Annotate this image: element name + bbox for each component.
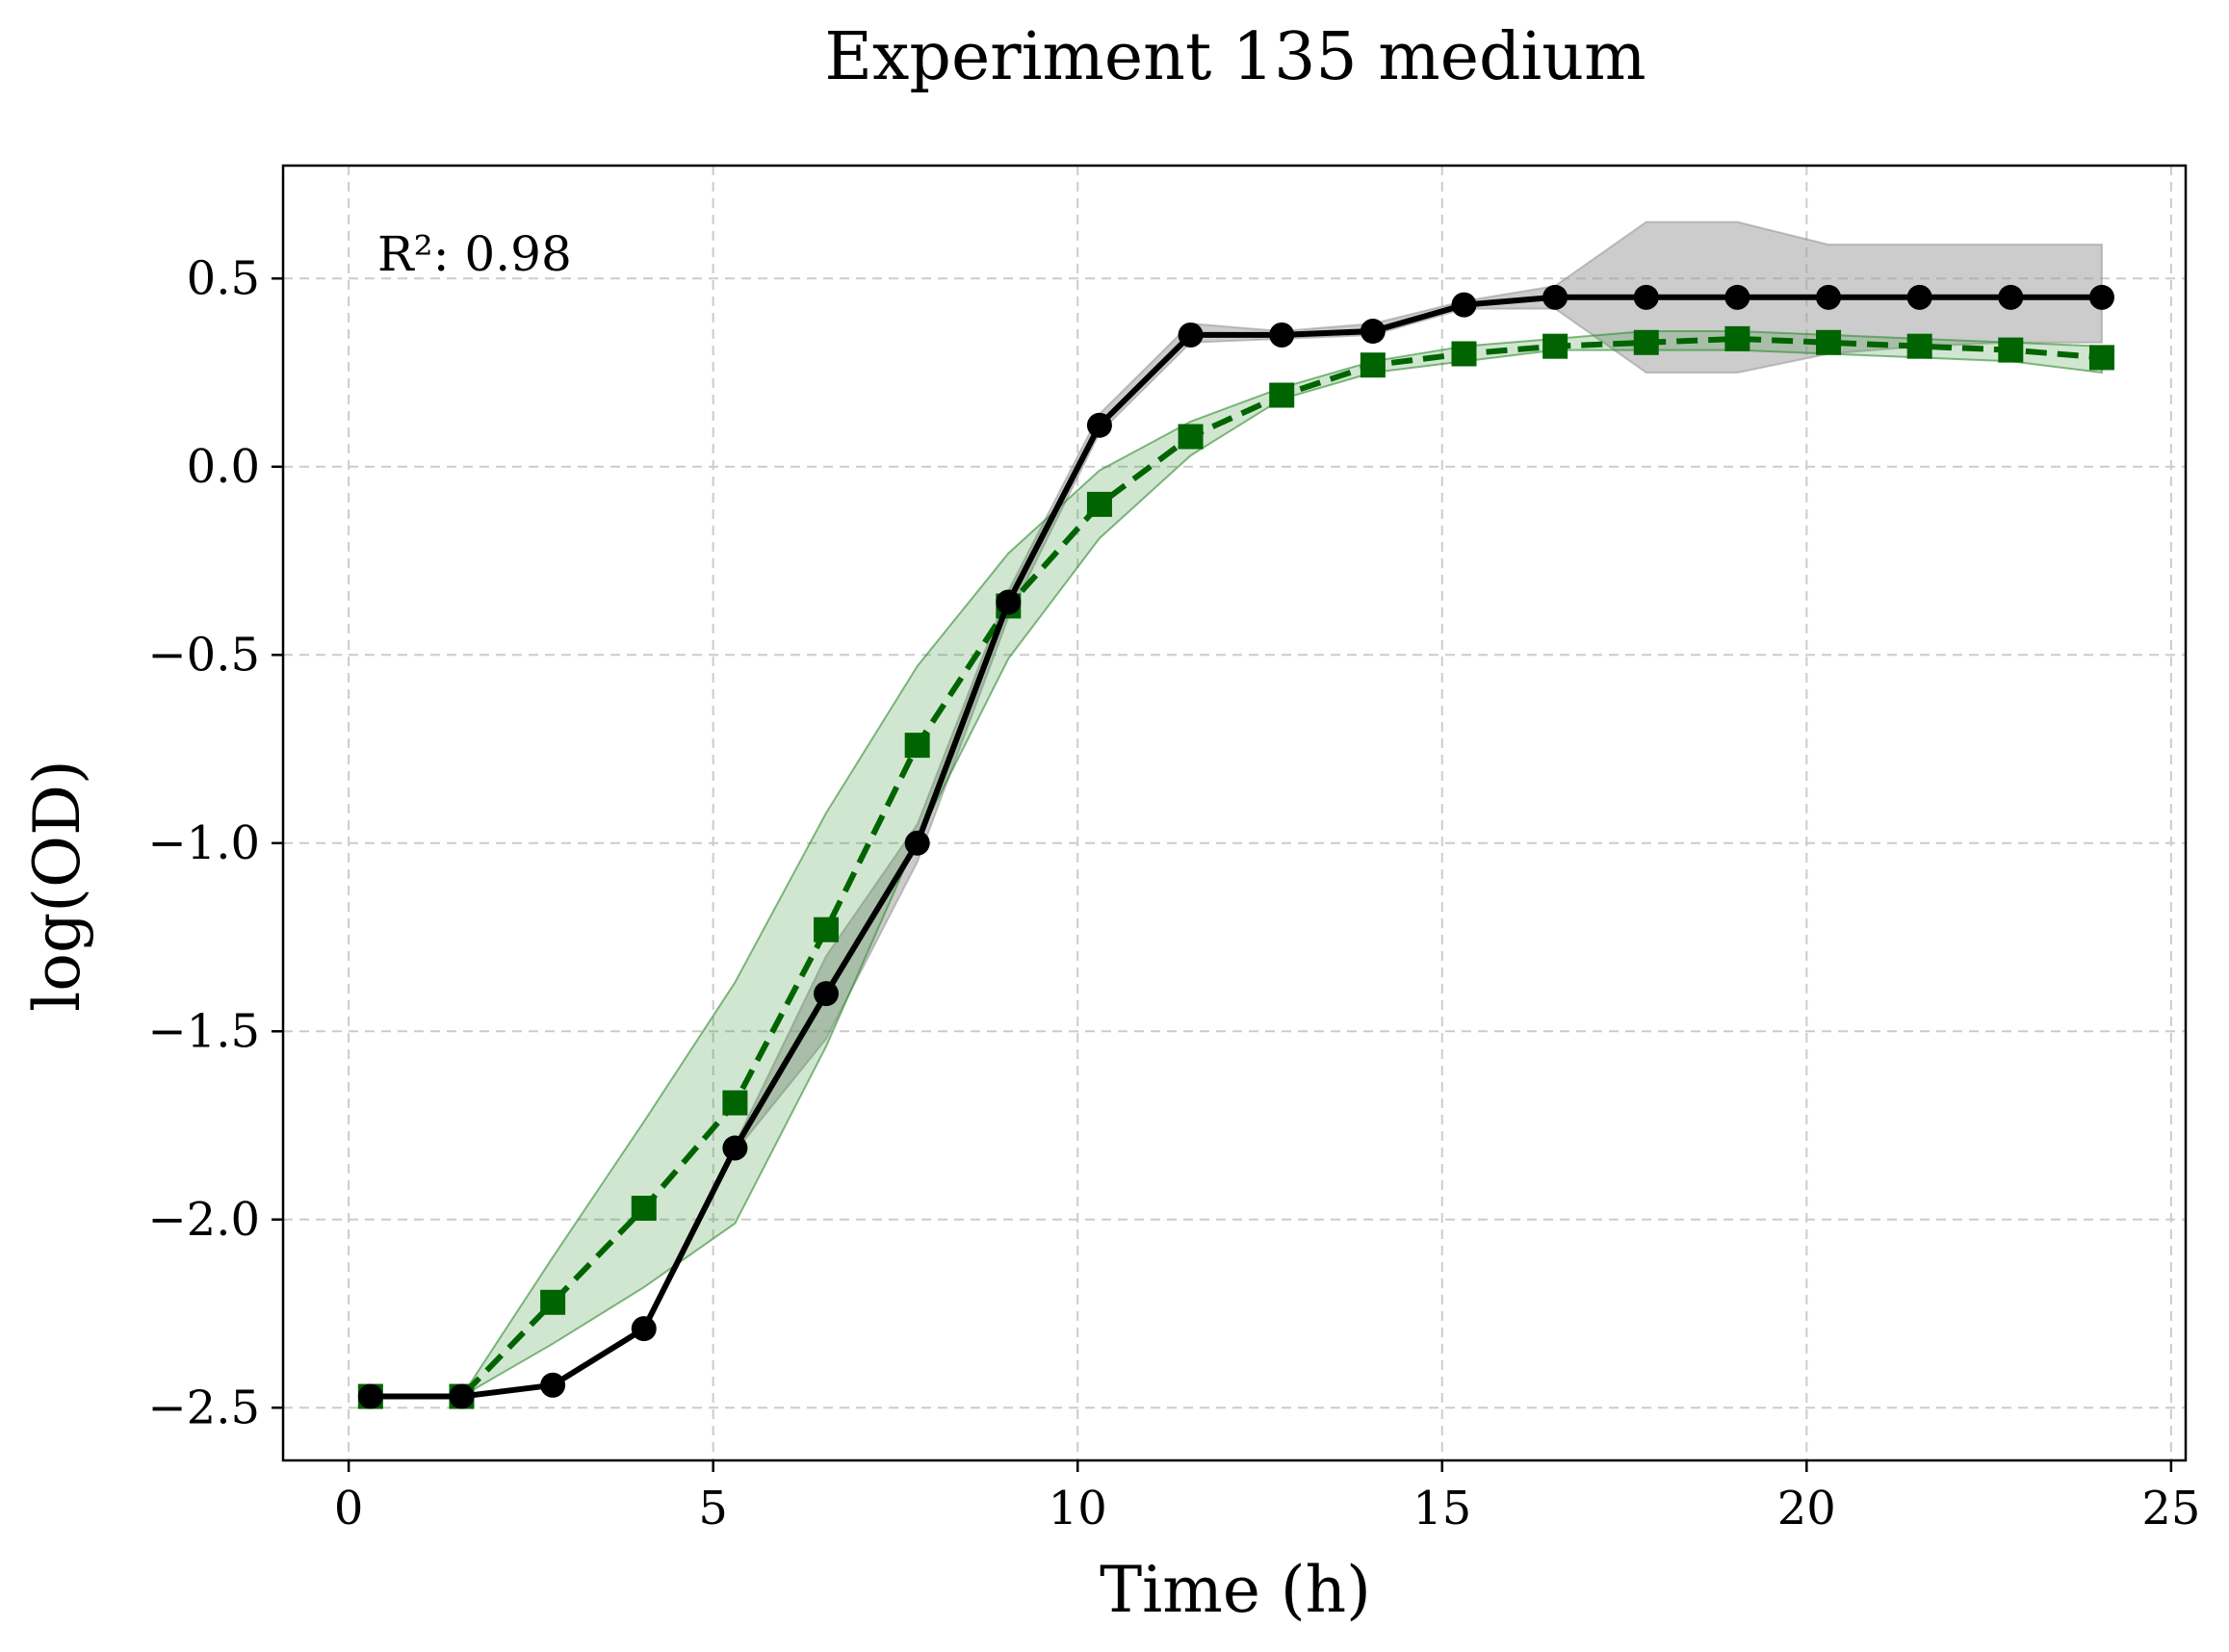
series-1-point-12: [1451, 341, 1477, 367]
series-0-point-7: [996, 589, 1022, 615]
x-tick-label-5: 25: [2141, 1482, 2200, 1536]
series-1-point-15: [1724, 325, 1750, 351]
x-tick-label-4: 20: [1777, 1482, 1836, 1536]
series-1-point-13: [1542, 333, 1568, 359]
series-1-band: [370, 330, 2103, 1398]
series-1-point-3: [631, 1196, 657, 1222]
series-1-point-18: [1998, 337, 2024, 363]
y-tick-label-0: 0.5: [187, 251, 260, 305]
series-1-point-5: [814, 916, 840, 942]
series-1-line: [370, 335, 2103, 1400]
plot-area: 0 5 10 15 20 25 0.5 0.0 −0.5 −1.0 −1.5 −2.0 −2.5: [147, 164, 2200, 1536]
series-1-point-14: [1633, 329, 1659, 355]
x-axis-label: Time (h): [1100, 1553, 1371, 1627]
series-1-point-6: [904, 733, 930, 759]
series-0-point-19: [2088, 284, 2114, 310]
series-0-point-6: [904, 830, 930, 856]
y-tick-label-1: 0.0: [187, 440, 260, 494]
series-0-point-4: [722, 1135, 748, 1161]
x-tick-label-0: 0: [334, 1482, 364, 1536]
series-1-point-8: [1086, 491, 1112, 517]
r-squared-annotation: R²: 0.98: [377, 226, 572, 282]
series-0-line: [370, 294, 2102, 1400]
y-tick-label-5: −2.0: [147, 1193, 260, 1247]
series-0-point-13: [1542, 284, 1568, 310]
series-0-point-11: [1360, 319, 1386, 345]
series-0-point-17: [1906, 284, 1932, 310]
plot-frame: [281, 164, 2188, 1462]
series-0-point-5: [814, 981, 840, 1007]
x-tick-label-1: 5: [698, 1482, 728, 1536]
series-0-point-1: [449, 1383, 475, 1409]
series-0-point-9: [1178, 322, 1204, 348]
series-1-point-2: [540, 1289, 566, 1315]
series-0-point-3: [631, 1316, 657, 1342]
series-1-point-19: [2088, 345, 2114, 371]
series-1-point-17: [1906, 333, 1932, 359]
y-tick-label-3: −1.0: [147, 816, 260, 870]
x-tick-label-3: 15: [1413, 1482, 1471, 1536]
series-0-point-14: [1633, 284, 1659, 310]
series-0-point-15: [1724, 284, 1750, 310]
series-0-point-2: [540, 1372, 566, 1398]
x-tick-label-2: 10: [1049, 1482, 1107, 1536]
y-tick-label-6: −2.5: [147, 1381, 260, 1434]
series-0-point-12: [1451, 292, 1477, 318]
series-0-point-16: [1816, 284, 1842, 310]
series-1-point-11: [1360, 352, 1386, 378]
series-0-point-18: [1998, 284, 2024, 310]
series-1-point-16: [1816, 329, 1842, 355]
series-0-point-8: [1086, 412, 1112, 438]
series-1-point-9: [1178, 424, 1204, 450]
y-axis-label: log(OD): [20, 760, 94, 1012]
y-tick-label-2: −0.5: [147, 628, 260, 682]
y-tick-label-4: −1.5: [147, 1004, 260, 1058]
series-1-point-10: [1269, 382, 1295, 408]
series-1-point-4: [722, 1090, 748, 1116]
series-0-point-0: [357, 1383, 383, 1409]
series-0-point-10: [1269, 322, 1295, 348]
chart-title: Experiment 135 medium: [824, 19, 1646, 95]
